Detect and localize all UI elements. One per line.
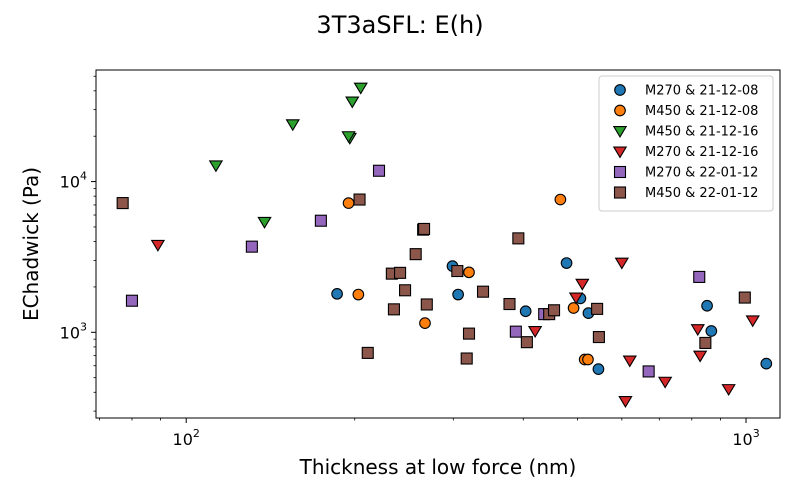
data-point [420, 298, 433, 311]
legend-label: M270 & 21-12-08 [645, 84, 758, 99]
data-point [592, 330, 605, 344]
data-point [657, 376, 673, 389]
data-point [399, 284, 412, 297]
plot-frame [95, 69, 781, 419]
data-point [622, 355, 637, 368]
data-point [568, 292, 584, 305]
legend-label: M450 & 21-12-08 [645, 104, 758, 119]
legend-marker [614, 104, 626, 117]
y-tick-label: 103 [60, 320, 87, 342]
data-point [575, 278, 590, 291]
data-point [512, 232, 525, 245]
data-point [452, 288, 464, 301]
legend: M270 & 21-12-08 M450 & 21-12-08 M450 & 21-… [598, 75, 774, 212]
data-point [451, 264, 464, 278]
legend-marker [612, 146, 628, 159]
data-point [342, 197, 355, 209]
data-point [353, 193, 366, 206]
data-point [345, 96, 360, 109]
data-point [692, 350, 708, 363]
data-point [721, 384, 736, 397]
y-tick-label: 104 [60, 170, 87, 192]
legend-box [598, 75, 774, 212]
data-point [394, 266, 407, 279]
data-point [418, 222, 431, 235]
axis-ticks: 102 103 103 104 [60, 75, 760, 449]
chart-title: 3T3aSFL: E(h) [316, 11, 483, 39]
data-point [567, 302, 580, 314]
data-point [353, 82, 368, 95]
data-point [341, 131, 356, 144]
data-point [314, 214, 327, 227]
data-point [519, 305, 532, 318]
x-axis-label: Thickness at low force (nm) [299, 455, 577, 479]
data-point [208, 160, 224, 173]
data-point [372, 164, 386, 177]
data-point [462, 327, 476, 340]
legend-marker [614, 84, 626, 96]
data-point [560, 257, 573, 269]
data-point [463, 266, 475, 279]
data-point [699, 336, 712, 349]
data-point [257, 216, 272, 229]
data-point [705, 325, 718, 337]
legend-label: M270 & 21-12-16 [645, 145, 758, 160]
data-point [592, 363, 605, 375]
data-point [285, 119, 300, 132]
data-point [419, 317, 431, 330]
data-point [760, 357, 773, 370]
data-point [527, 325, 543, 338]
legend-label: M450 & 21-12-16 [645, 125, 758, 140]
data-point [642, 365, 655, 378]
data-point [738, 291, 751, 304]
data-point [150, 239, 166, 252]
x-tick-label: 103 [732, 427, 759, 449]
legend-marker [613, 186, 627, 199]
data-point [701, 299, 713, 312]
data-point [361, 346, 374, 359]
data-point [745, 315, 760, 328]
data-point [125, 294, 139, 307]
data-point [690, 324, 705, 337]
data-point [387, 303, 400, 316]
legend-label: M450 & 22-01-12 [645, 186, 758, 201]
data-point [554, 193, 567, 206]
data-point [245, 240, 258, 253]
data-point [693, 270, 706, 283]
data-point [476, 285, 490, 298]
data-point [591, 302, 604, 315]
legend-marker [612, 125, 628, 138]
data-point [614, 257, 629, 270]
data-point [460, 352, 473, 365]
legend-marker [613, 165, 627, 179]
data-points [116, 82, 773, 408]
data-point [618, 395, 633, 408]
data-point [503, 297, 516, 311]
y-axis-label: EChadwick (Pa) [19, 167, 43, 321]
x-tick-label: 102 [173, 427, 200, 449]
data-point [331, 287, 343, 300]
data-point [582, 353, 594, 366]
data-point [409, 248, 422, 261]
data-point [547, 304, 561, 317]
legend-label: M270 & 22-01-12 [645, 166, 758, 181]
data-point [352, 288, 365, 301]
data-point [509, 325, 522, 338]
data-point [520, 336, 533, 349]
data-point [116, 197, 129, 210]
